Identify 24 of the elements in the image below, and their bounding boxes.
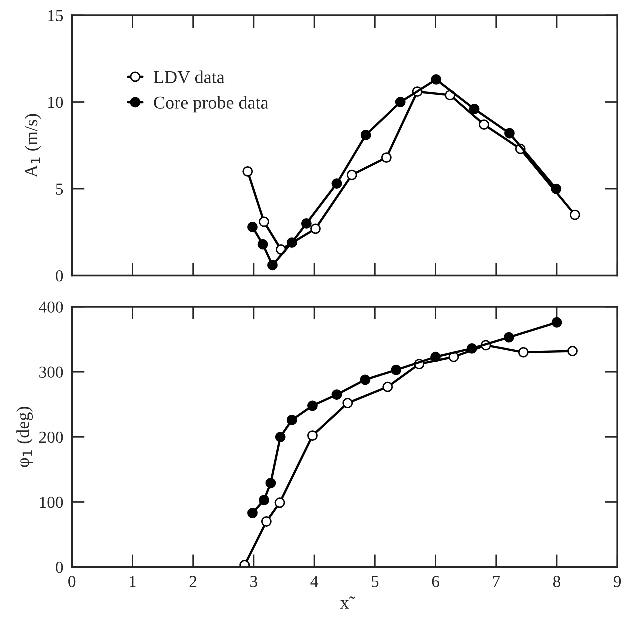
y-tick-label: 10 xyxy=(48,96,64,108)
x-tick-label: 6 xyxy=(432,576,440,588)
y-tick-label: 0 xyxy=(56,270,64,282)
x-tick-label: 5 xyxy=(372,576,379,588)
y-tick-label: 15 xyxy=(48,10,64,22)
y-axis-title: φ$_{1}$ (deg) xyxy=(16,407,34,468)
legend-label: LDV data xyxy=(154,70,225,84)
y-tick-label: 300 xyxy=(40,366,64,378)
x-tick-label: 1 xyxy=(130,576,136,588)
x-tick-label: 2 xyxy=(190,576,197,588)
x-axis-title: x̃ xyxy=(340,596,356,609)
y-tick-label: 5 xyxy=(56,184,64,195)
x-tick-label: 9 xyxy=(614,576,622,588)
x-tick-label: 4 xyxy=(310,576,318,588)
y-tick-label: 400 xyxy=(39,302,64,313)
y-axis-title: A$_{1}$ (m/s) xyxy=(24,114,42,178)
x-tick-label: 3 xyxy=(250,576,258,588)
x-tick-label: 7 xyxy=(493,576,500,588)
y-tick-label: 0 xyxy=(56,562,64,574)
y-tick-label: 100 xyxy=(40,496,64,508)
legend-label: Core probe data xyxy=(154,96,269,113)
x-tick-label: 8 xyxy=(553,576,561,588)
y-tick-label: 200 xyxy=(40,432,64,444)
x-tick-label: 0 xyxy=(68,576,76,588)
